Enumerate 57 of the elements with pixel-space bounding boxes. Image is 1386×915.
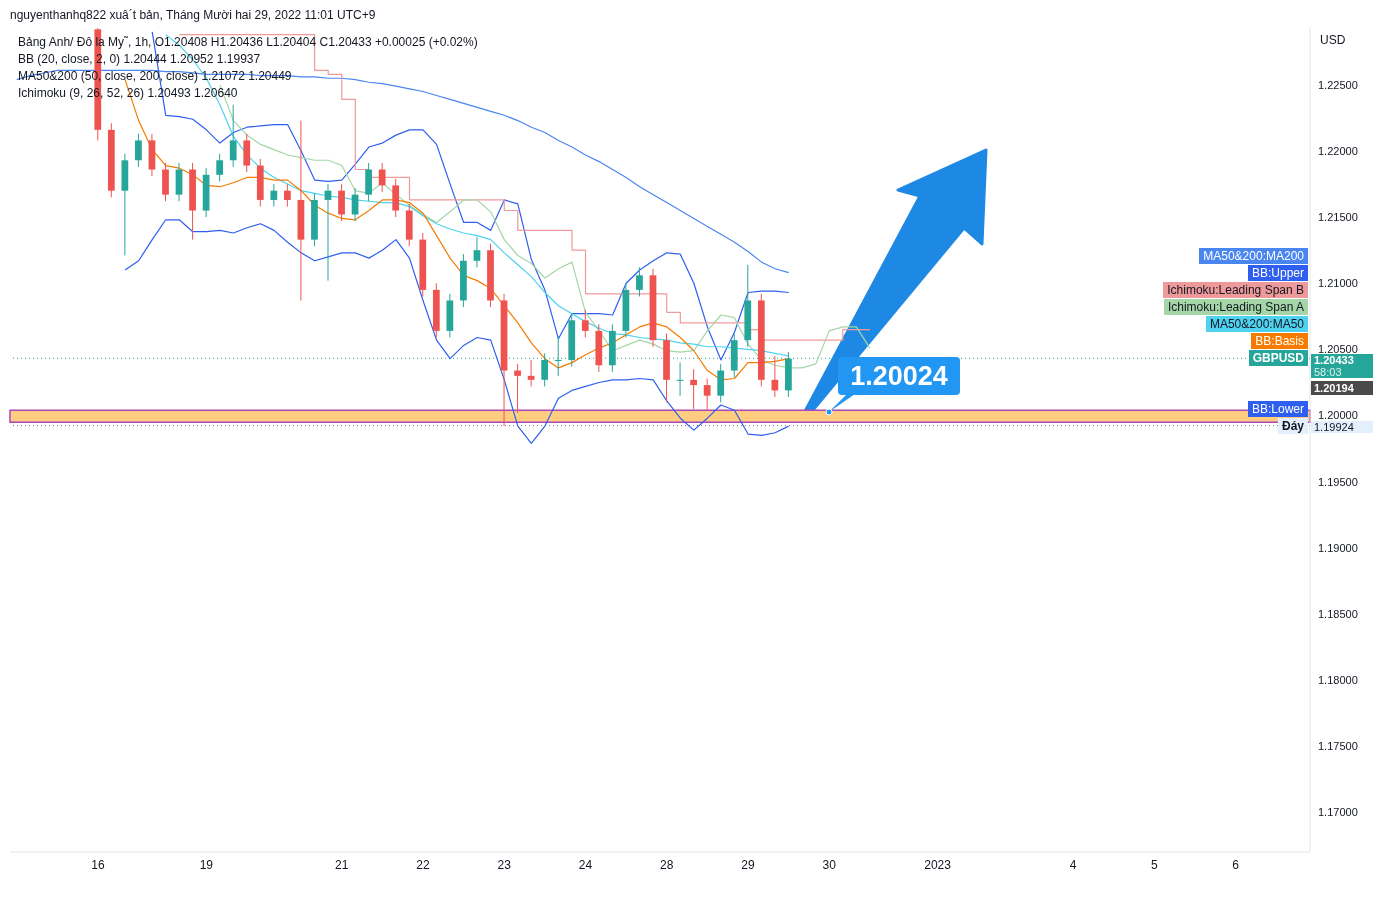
candlestick <box>771 355 779 398</box>
x-tick-label: 4 <box>1069 857 1077 872</box>
candlestick <box>473 236 481 268</box>
candlestick <box>270 183 278 208</box>
ref-line-label: Đáy <box>1281 418 1304 433</box>
candlestick <box>283 183 291 208</box>
y-tick-label: 1.21500 <box>1318 211 1358 224</box>
text: BB:Upper <box>1251 266 1304 281</box>
text: 1.20194 <box>1314 382 1354 395</box>
y-tick-label: 1.22500 <box>1318 78 1358 91</box>
y-tick-label: 1.18000 <box>1318 673 1358 686</box>
y-axis-title: USD <box>1320 33 1346 47</box>
x-tick-label: 21 <box>335 857 349 872</box>
x-tick-label: 6 <box>1232 857 1240 872</box>
text: Ichimoku:Leading Span A <box>1167 300 1304 315</box>
candlestick <box>378 162 386 193</box>
x-tick-label: 2023 <box>924 857 952 872</box>
y-tick-label: 1.17000 <box>1318 806 1358 819</box>
candlestick <box>216 153 224 182</box>
x-tick-label: 29 <box>741 857 756 872</box>
candlestick <box>636 266 643 297</box>
annotation: 1.20024 <box>850 361 948 392</box>
text: MA50&200:MA200 <box>1203 249 1304 264</box>
text: MA50&200:MA50 <box>1209 317 1304 332</box>
y-tick-label: 1.17500 <box>1318 740 1358 753</box>
candlestick <box>514 363 521 414</box>
x-tick-label: 23 <box>497 857 512 872</box>
line-series <box>124 219 790 444</box>
y-tick-label: 1.20000 <box>1318 409 1358 422</box>
ref-line-label: GBPUSD <box>1252 351 1304 366</box>
candlestick <box>229 104 237 168</box>
x-tick-label: 5 <box>1150 857 1158 872</box>
candlestick <box>703 378 711 411</box>
text: BB:Lower <box>1251 401 1304 416</box>
y-tick-label: 1.20500 <box>1318 343 1358 356</box>
y-tick-label: 1.19500 <box>1318 475 1358 488</box>
x-tick-label: 24 <box>578 857 593 872</box>
text: 1.20433 <box>1314 354 1354 367</box>
chart-title: nguyenthanhq822 xuâ´t bản, Tháng Mười hai 29, 2022 11:01 UTC+9 <box>10 8 376 22</box>
candlestick <box>338 183 345 222</box>
y-tick-label: 1.18500 <box>1318 607 1358 620</box>
y-tick-label: 1.21000 <box>1318 277 1358 290</box>
x-tick-label: 22 <box>416 857 431 872</box>
x-tick-label: 30 <box>822 857 837 872</box>
x-tick-label: 16 <box>91 857 106 872</box>
candlestick <box>135 133 142 168</box>
line-series <box>16 69 790 274</box>
x-tick-label: 19 <box>199 857 214 872</box>
y-tick-label: 1.19000 <box>1318 541 1358 554</box>
text: 58:03 <box>1314 366 1342 379</box>
x-tick-label: 28 <box>660 857 674 872</box>
text: Ichimoku:Leading Span B <box>1167 283 1304 298</box>
candlestick <box>690 368 697 410</box>
text: BB:Basis <box>1255 334 1304 349</box>
y-tick-label: 1.22000 <box>1318 144 1358 157</box>
text: 1.19924 <box>1314 420 1354 433</box>
candlestick <box>581 309 589 338</box>
